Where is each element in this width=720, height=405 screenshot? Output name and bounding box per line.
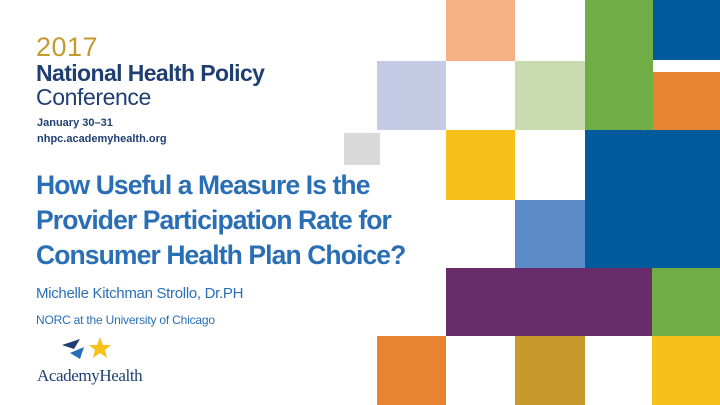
tile-mid-blue xyxy=(515,200,585,268)
title-line-2: Provider Participation Rate for xyxy=(36,205,392,235)
tile-orange-bottom xyxy=(377,336,446,405)
tile-gray xyxy=(344,133,380,165)
academyhealth-logo-text: AcademyHealth xyxy=(37,366,143,385)
title-line-1: How Useful a Measure Is the xyxy=(36,170,370,200)
tile-orange-top xyxy=(653,72,720,130)
author-name: Michelle Kitchman Strollo, Dr.PH xyxy=(36,285,244,302)
tile-sage xyxy=(515,61,585,130)
conference-year: 2017 xyxy=(36,32,99,62)
tile-purple xyxy=(446,268,652,336)
conference-name-line2: Conference xyxy=(36,84,151,110)
title-line-3: Consumer Health Plan Choice? xyxy=(36,240,406,270)
tile-peach xyxy=(446,0,515,61)
slide-title: How Useful a Measure Is the Provider Par… xyxy=(36,168,456,273)
conference-url: nhpc.academyhealth.org xyxy=(37,133,167,145)
tile-yellow-bottom xyxy=(652,336,720,405)
tile-green-top xyxy=(585,0,653,130)
author-organization: NORC at the University of Chicago xyxy=(36,313,215,327)
tile-blue-top xyxy=(653,0,720,60)
conference-name: National Health Policy xyxy=(36,60,265,86)
tile-lavender xyxy=(377,61,446,130)
tile-green-bottom xyxy=(652,268,720,336)
tile-mustard xyxy=(515,336,585,405)
conference-dates: January 30–31 xyxy=(37,117,113,129)
tile-blue-large xyxy=(585,130,720,268)
tile-yellow-mid xyxy=(446,130,515,200)
academyhealth-logo-icon xyxy=(62,337,111,359)
